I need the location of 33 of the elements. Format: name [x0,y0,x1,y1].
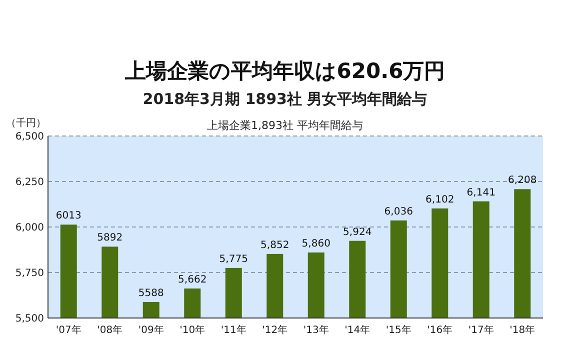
x-tick-label: '10年 [180,324,206,336]
x-tick-label: '12年 [262,324,288,336]
x-tick-label: '15年 [386,324,412,336]
data-label: 6,102 [426,194,454,206]
x-tick-label: '18年 [510,324,536,336]
data-label: 6013 [56,210,82,222]
data-label: 5,852 [260,240,290,251]
x-tick-label: '09年 [138,324,164,336]
y-tick-label: 6,250 [15,177,44,188]
data-label: 6,141 [466,187,496,198]
text: 上場企業1,893社 平均年間給与 [207,119,363,132]
chart-title: 上場企業の平均年収は620.6万円 [124,59,446,83]
y-tick-label: 5,500 [15,314,44,324]
x-tick-label: '14年 [344,324,370,336]
data-label: 5,775 [219,254,248,265]
x-tick-label: '11年 [220,324,246,336]
x-tick-label: '07年 [56,324,82,336]
x-tick-label: '08年 [97,324,123,336]
y-axis-title: （千円） [6,117,46,129]
data-label: 5588 [138,288,164,299]
x-tick-label: '13年 [303,324,329,336]
data-label: 6,208 [508,175,537,186]
data-label: 5892 [97,232,123,244]
data-label: 5,860 [302,238,330,250]
y-tick-label: 5,750 [15,268,44,279]
y-tick-label: 6,000 [15,222,44,234]
x-tick-label: '16年 [427,324,453,336]
chart-subtitle: 2018年3月期 1893社 男女平均年間給与 [142,90,428,108]
data-label: 6,036 [384,206,413,218]
y-tick-label: 6,500 [15,132,44,142]
data-label: 5,924 [343,226,372,238]
x-tick-label: '17年 [468,324,494,336]
data-label: 5,662 [178,274,207,286]
